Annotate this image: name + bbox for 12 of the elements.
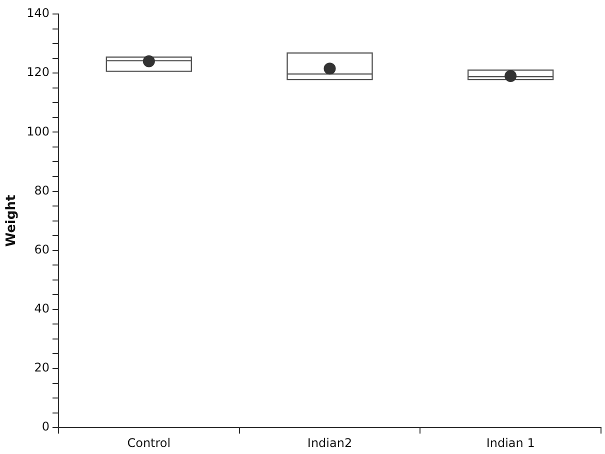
y-tick-label: 120 — [26, 65, 50, 80]
y-tick-label: 40 — [34, 302, 50, 316]
x-tick-label: Control — [127, 436, 171, 450]
y-tick-label: 60 — [34, 242, 50, 256]
y-tick-label: 140 — [26, 6, 50, 20]
y-tick-label: 80 — [34, 183, 50, 198]
y-axis-title: Weight — [4, 194, 20, 247]
x-tick-label: Indian2 — [307, 436, 352, 450]
y-tick-label: 0 — [42, 420, 50, 434]
x-tick-label: Indian 1 — [486, 436, 535, 450]
y-tick-label: 100 — [26, 124, 50, 138]
y-tick-label: 20 — [34, 360, 50, 375]
